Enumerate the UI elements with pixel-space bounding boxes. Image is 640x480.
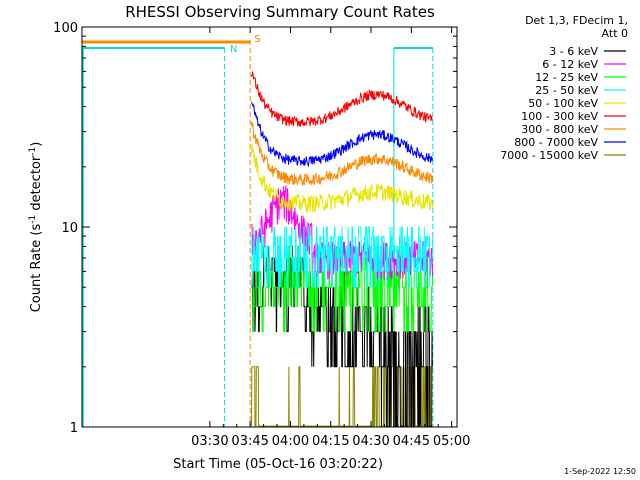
x-tick-label-4: 04:30	[352, 434, 389, 449]
legend-label-7: 800 - 7000 keV	[514, 136, 598, 149]
x-tick-label-5: 04:45	[393, 434, 430, 449]
marker-s-label: S	[254, 34, 260, 45]
x-axis-ticks: 03:30 03:45 04:00 04:15 04:30 04:45 05:00	[191, 27, 470, 449]
y-axis-label: Count Rate (s-1 detector-1)	[28, 142, 44, 313]
y-tick-label-1: 10	[61, 221, 78, 236]
plot-timestamp: 1-Sep-2022 12:50	[564, 467, 636, 476]
x-axis-label: Start Time (05-Oct-16 03:20:22)	[173, 457, 383, 472]
chart-title: RHESSI Observing Summary Count Rates	[125, 3, 435, 21]
x-tick-label-6: 05:00	[433, 434, 470, 449]
legend-header-line2: Att 0	[602, 27, 628, 40]
series-50-100-trace	[251, 143, 434, 213]
legend-header-line1: Det 1,3, FDecim 1,	[525, 14, 628, 27]
legend-label-6: 300 - 800 keV	[521, 123, 598, 136]
y-tick-label-0: 1	[70, 421, 78, 436]
y-tick-label-2: 100	[53, 21, 78, 36]
legend-label-2: 12 - 25 keV	[535, 71, 598, 84]
series-25-50-trace	[251, 226, 434, 288]
series-300-800-trace	[251, 121, 434, 187]
legend-label-8: 7000 - 15000 keV	[500, 149, 598, 162]
legend-label-5: 100 - 300 keV	[521, 110, 598, 123]
y-axis-ticks: 1 10 100	[53, 21, 457, 436]
x-tick-label-2: 04:00	[272, 434, 309, 449]
x-tick-label-3: 04:15	[312, 434, 349, 449]
legend-label-0: 3 - 6 keV	[549, 45, 598, 58]
series-100-300-trace	[251, 71, 433, 127]
legend-label-4: 50 - 100 keV	[528, 97, 598, 110]
marker-n-label: N	[230, 44, 237, 55]
data-layer: NS	[82, 34, 434, 427]
legend-label-1: 6 - 12 keV	[542, 58, 598, 71]
legend-label-3: 25 - 50 keV	[535, 84, 598, 97]
x-tick-label-1: 03:45	[231, 434, 268, 449]
x-tick-label-0: 03:30	[191, 434, 228, 449]
series-800-7000-trace	[251, 101, 434, 168]
